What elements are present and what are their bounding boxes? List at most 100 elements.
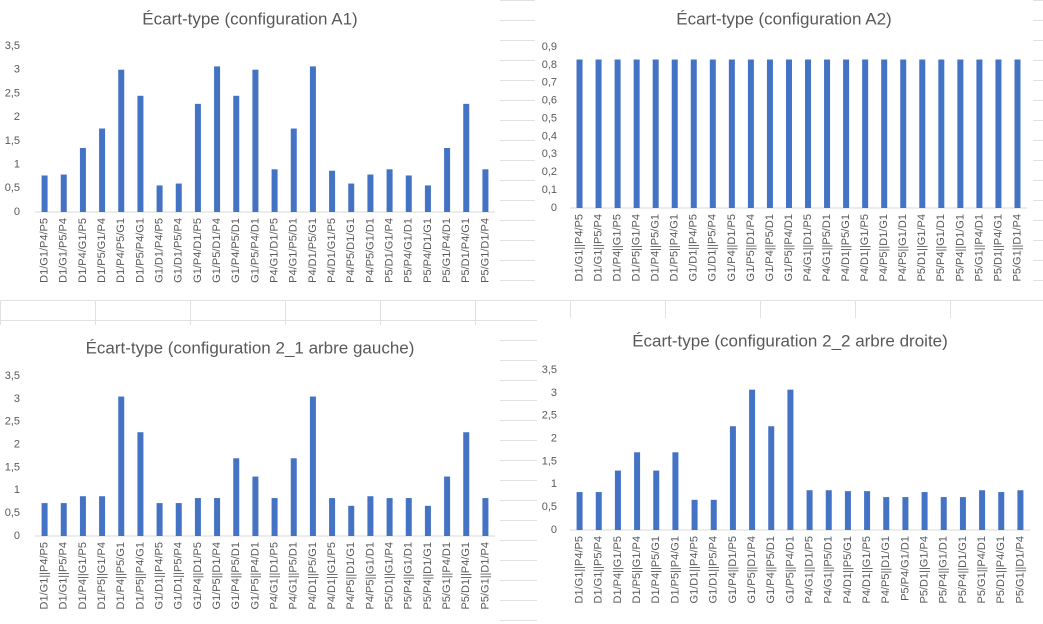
x-tick-label: G1/P5||P4/D1 bbox=[783, 214, 795, 281]
bar bbox=[214, 66, 221, 212]
bar bbox=[844, 491, 851, 530]
bar bbox=[156, 503, 163, 536]
x-tick-label: P5/G1||P4/D1 bbox=[441, 542, 453, 609]
bar bbox=[290, 128, 297, 212]
chart-title: Écart-type (configuration 2_2 arbre droi… bbox=[632, 331, 948, 350]
x-tick-label: G1/P5/P4/D1 bbox=[249, 218, 261, 283]
x-tick-label: P4/P5||D1/G1 bbox=[878, 214, 890, 281]
bar bbox=[290, 458, 297, 536]
x-tick-label: P4/D1||P5/G1 bbox=[307, 542, 319, 609]
bar bbox=[824, 59, 831, 209]
bar bbox=[79, 147, 86, 212]
y-tick-label: 0,8 bbox=[542, 59, 557, 71]
x-tick-label: P5/G1||D1/P4 bbox=[1014, 536, 1026, 603]
bar bbox=[386, 498, 393, 536]
bar bbox=[900, 59, 907, 209]
bar bbox=[825, 490, 832, 530]
bar bbox=[691, 499, 698, 530]
x-tick-label: P4/G1||P5/D1 bbox=[821, 214, 833, 281]
x-tick-label: D1/G1||P5/P4 bbox=[58, 542, 70, 609]
x-tick-label: P5/D1||P4/G1 bbox=[992, 214, 1004, 281]
x-tick-label: D1/G1||P4/P5 bbox=[573, 536, 585, 603]
x-tick-label: P5/P4||D1/G1 bbox=[957, 536, 969, 603]
x-tick-label: P4/G1||P5/D1 bbox=[823, 536, 835, 603]
x-tick-label: D1/P4||P5/G1 bbox=[115, 542, 127, 609]
x-tick-label: P5/G1||P4/D1 bbox=[973, 214, 985, 281]
x-tick-label: G1/P4||D1/P5 bbox=[726, 214, 738, 281]
x-tick-label: P5/P4||D1/G1 bbox=[422, 542, 434, 609]
x-tick-label: P5/G1||P4/D1 bbox=[976, 536, 988, 603]
x-tick-label: G1/P4||D1/P5 bbox=[192, 542, 204, 609]
x-tick-label: G1/P5||D1/P4 bbox=[745, 214, 757, 281]
x-tick-label: G1/D1||P4/P5 bbox=[153, 542, 165, 609]
bar bbox=[175, 503, 182, 536]
x-tick-label: P5/P4/D1/G1 bbox=[422, 218, 434, 283]
bar bbox=[787, 389, 794, 530]
x-tick-label: D1/P4||P5/G1 bbox=[650, 536, 662, 603]
x-tick-label: P5/D1||G1/P4 bbox=[383, 542, 395, 609]
bar bbox=[424, 185, 431, 212]
bar bbox=[348, 505, 355, 536]
y-tick-label: 2,5 bbox=[542, 410, 557, 422]
bar bbox=[940, 497, 947, 530]
bar bbox=[709, 59, 716, 209]
bar bbox=[749, 389, 756, 530]
x-tick-label: D1/P4||P5/G1 bbox=[650, 214, 662, 281]
x-tick-label: P4/P5||G1/D1 bbox=[897, 214, 909, 281]
y-tick-label: 0 bbox=[14, 530, 20, 542]
bar bbox=[252, 69, 259, 212]
bar bbox=[463, 103, 470, 212]
y-tick-label: 3 bbox=[14, 393, 20, 405]
y-tick-label: 0,6 bbox=[542, 95, 557, 107]
x-tick-label: P5/G1/D1/P4 bbox=[479, 218, 491, 283]
x-tick-label: P4/D1||P5/G1 bbox=[842, 536, 854, 603]
bar bbox=[921, 492, 928, 530]
bar bbox=[309, 66, 316, 212]
x-tick-label: G1/P5||D1/P4 bbox=[746, 536, 758, 603]
y-tick-label: 2 bbox=[14, 111, 20, 123]
x-tick-label: G1/D1/P5/P4 bbox=[173, 218, 185, 283]
chart-title: Écart-type (configuration A1) bbox=[142, 9, 357, 28]
bar bbox=[348, 183, 355, 212]
bar bbox=[883, 497, 890, 530]
bar bbox=[998, 492, 1005, 530]
x-tick-label: G1/D1/P4/P5 bbox=[153, 218, 165, 283]
bar bbox=[747, 59, 754, 209]
bar bbox=[367, 174, 374, 212]
bar bbox=[881, 59, 888, 209]
y-tick-label: 0,5 bbox=[542, 112, 557, 124]
x-tick-label: P4/G1/P5/D1 bbox=[288, 218, 300, 283]
x-tick-label: P4/G1||P5/D1 bbox=[288, 542, 300, 609]
x-tick-label: P5/D1||G1/P4 bbox=[916, 214, 928, 281]
bar bbox=[99, 128, 106, 212]
x-tick-label: P5/D1/P4/G1 bbox=[460, 218, 472, 283]
x-tick-label: P4/D1||G1/P5 bbox=[326, 542, 338, 609]
x-tick-label: G1/P5||P4/D1 bbox=[249, 542, 261, 609]
bar bbox=[806, 490, 813, 530]
y-tick-label: 0 bbox=[14, 206, 20, 218]
y-tick-label: 0 bbox=[551, 202, 557, 214]
bar bbox=[979, 490, 986, 530]
y-tick-label: 1,5 bbox=[5, 135, 20, 147]
bar bbox=[60, 174, 67, 212]
bar bbox=[194, 498, 201, 536]
bar bbox=[482, 498, 489, 536]
y-tick-label: 0,5 bbox=[5, 182, 20, 194]
x-tick-label: P5/D1||P4/G1 bbox=[995, 536, 1007, 603]
chart-title: Écart-type (configuration A2) bbox=[676, 9, 891, 28]
bar bbox=[329, 170, 336, 212]
y-tick-label: 0 bbox=[551, 524, 557, 536]
x-tick-label: D1/G1||P5/P4 bbox=[593, 536, 605, 603]
bar bbox=[41, 175, 48, 212]
x-tick-label: P5/P4||G1/D1 bbox=[938, 536, 950, 603]
bar bbox=[690, 59, 697, 209]
x-tick-label: D1/P4||G1/P5 bbox=[612, 214, 624, 281]
bar bbox=[463, 432, 470, 536]
x-tick-label: G1/P4/P5/D1 bbox=[230, 218, 242, 283]
y-tick-label: 0,3 bbox=[542, 148, 557, 160]
bar bbox=[405, 498, 412, 536]
bar bbox=[175, 183, 182, 212]
bar bbox=[41, 503, 48, 536]
y-tick-label: 0,4 bbox=[542, 130, 557, 142]
